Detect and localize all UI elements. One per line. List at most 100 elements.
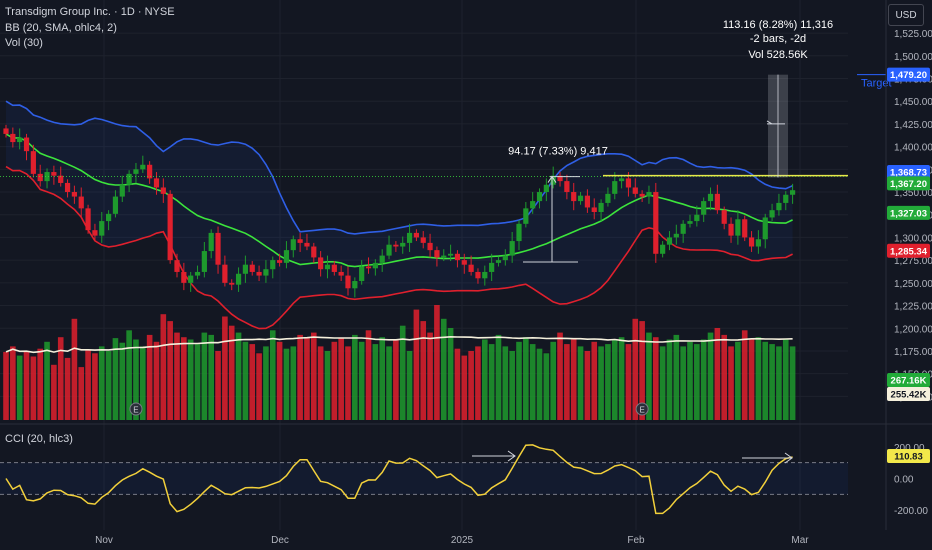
volume-bar [146,334,153,420]
candle-body [222,264,228,283]
candle-body [17,137,23,143]
bb-basis-line [5,133,793,268]
candle-body [441,255,447,258]
volume-bar [598,346,604,420]
volume-bar [475,346,481,420]
candle-body [37,173,43,182]
volume-bar [228,325,235,420]
volume-bar [133,339,139,420]
target-price-label-bg [887,67,930,82]
volume-bar [324,351,331,420]
earnings-marker-label: E [133,406,138,415]
candle-body [769,210,775,218]
volume-bar [536,348,543,420]
candle-body [99,221,105,236]
candle-body [530,201,536,209]
volume-bar [37,348,43,420]
volume-bar [728,346,734,420]
volume-bar [413,309,420,420]
candle-body [249,264,255,272]
candle-body [735,219,741,236]
cci-arrow-1 [472,450,516,462]
candle-body [502,255,508,261]
price-tick-label: 1,425.00 [894,120,932,131]
volume-bar [461,355,468,420]
volume-bar [338,338,344,420]
cci-tick-label: -200.00 [894,506,928,517]
candle-body [427,242,433,251]
candle-body [263,269,269,276]
volume-bar [735,341,741,420]
volume-bar [673,334,680,420]
candle-body [619,178,625,182]
candle-body [352,281,358,289]
volume-bar [755,337,762,420]
volume-bar [365,330,372,420]
candle-body [434,250,440,258]
volume-bar [85,350,91,420]
volume-bar [105,351,112,420]
candle-body [167,193,173,261]
earnings-marker [129,402,143,416]
cci-pane [0,423,932,515]
volume-bar [399,325,406,420]
candle-body [495,260,502,263]
candle-body [160,187,166,194]
volume-bar [352,334,358,420]
candle-body [393,244,399,247]
candle-body [277,260,283,263]
candle-body [290,239,296,251]
candle-body [406,232,413,243]
volume-bar [680,346,686,420]
volume-bar [632,318,639,420]
volume-bar [160,314,167,420]
volume-bar [208,334,214,420]
candle-body [44,172,50,182]
measure2-line3: Vol 528.56K [748,49,808,61]
volume-bar [789,346,796,420]
volume-bar [345,346,351,420]
price-tick-label: 1,500.00 [894,52,932,63]
volume-bar [297,334,303,420]
volume-bar [509,351,515,420]
volume-bar [393,339,399,420]
candle-body [694,214,700,222]
volume-bar [454,348,461,420]
volume-bar [263,346,269,420]
volume-bar [201,332,208,420]
candle-body [256,271,262,276]
price-tick-label: 1,275.00 [894,256,932,267]
candle-body [126,173,132,185]
cci-arrow-2 [742,452,793,464]
volume-bar [502,346,509,420]
volume-bar [78,367,85,420]
candle-body [509,241,515,256]
volume-bar [570,339,577,420]
candle-body [345,275,351,289]
volume-bar [222,316,228,420]
volume-bar [564,344,570,420]
volume-bar [748,339,755,420]
volume-bar [782,339,789,420]
candle-body [270,260,276,270]
time-tick-label: Feb [627,535,645,546]
candle-body [571,192,577,202]
volume-bar [468,351,474,420]
candle-body [413,232,419,238]
candle-body [51,172,57,176]
price-tick-label: 1,450.00 [894,97,932,108]
candle-body [85,208,91,231]
candle-body [242,264,248,274]
candle-body [283,250,290,263]
candle-body [30,151,36,174]
currency-button[interactable]: USD [888,4,924,26]
volume-bar [174,332,180,420]
bb-basis-price-label-bg [887,205,930,220]
candle-body [687,221,693,224]
candle-body [359,266,365,282]
volume-bar [283,348,290,420]
volume-bar [529,344,536,420]
volume-bar [140,346,146,420]
